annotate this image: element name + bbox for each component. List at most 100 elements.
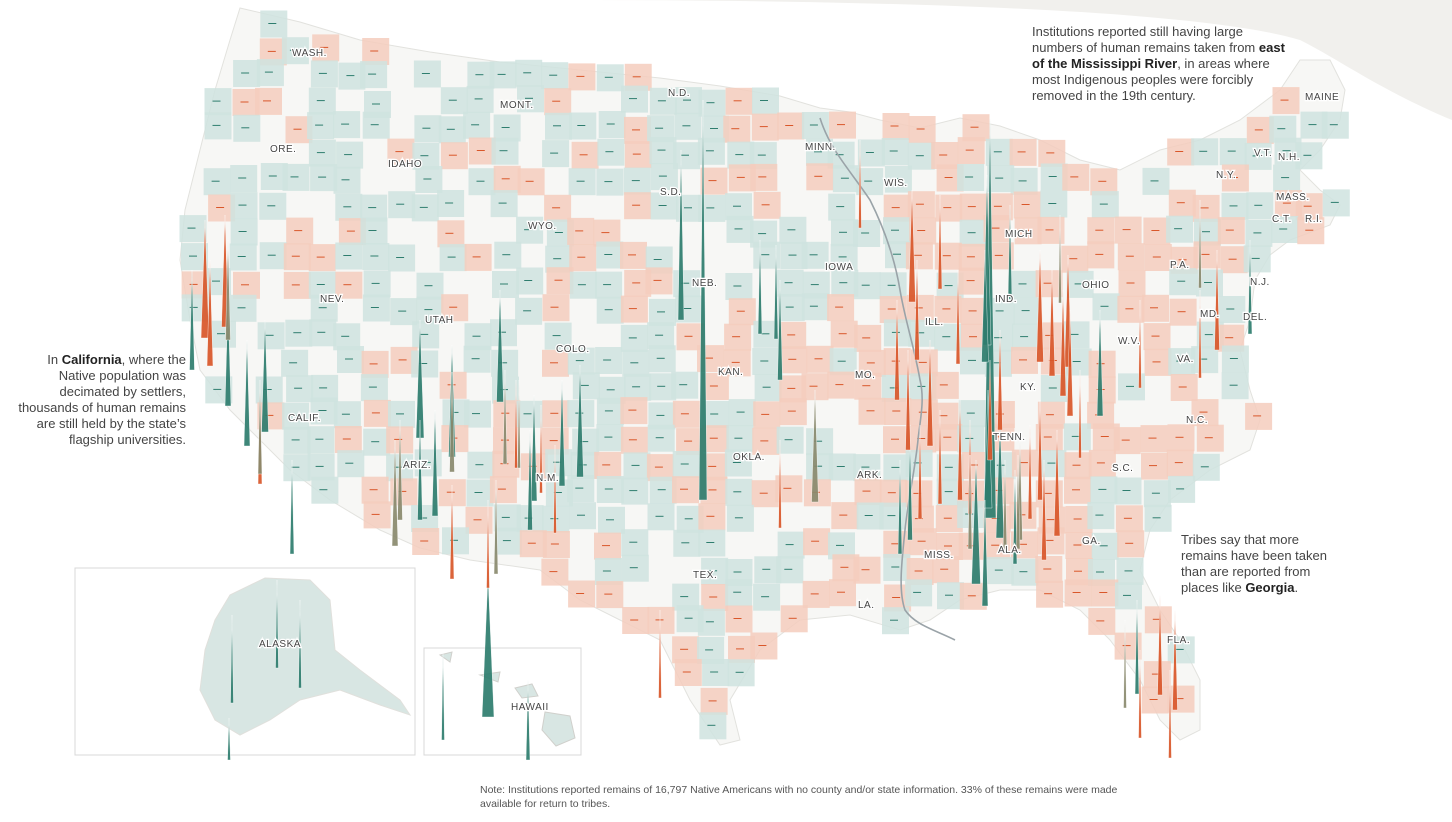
state-label: MONT. (500, 100, 534, 111)
remains-peak (275, 579, 279, 669)
remains-peak (1002, 459, 1008, 555)
remains-peak (486, 499, 490, 589)
remains-peak (496, 289, 504, 403)
remains-peak (227, 717, 231, 761)
remains-peak (967, 454, 973, 550)
remains-peak (230, 614, 234, 704)
state-label: V.T. (1254, 148, 1272, 159)
remains-peak (955, 269, 961, 365)
remains-peak (1007, 204, 1013, 300)
state-label: N.J. (1250, 277, 1270, 288)
remains-peak (1138, 649, 1142, 739)
annotation-ca-post: , where the Native population was decima… (18, 352, 186, 447)
remains-peak (514, 379, 518, 469)
state-label: GA. (1082, 536, 1101, 547)
remains-peak (937, 194, 943, 290)
state-label: HAWAII (511, 702, 549, 713)
remains-peak (493, 479, 499, 575)
state-label: N.C. (1186, 415, 1208, 426)
state-label: N.M. (536, 473, 559, 484)
state-label: KY. (1020, 382, 1036, 393)
county-cell (494, 241, 522, 269)
state-label: W.V. (1118, 336, 1140, 347)
state-label: NEB. (692, 278, 717, 289)
county-cell (829, 111, 856, 139)
remains-peak (981, 499, 989, 607)
county-cell (307, 112, 335, 140)
remains-peak (957, 399, 963, 501)
remains-peak (576, 364, 584, 478)
remains-peak (527, 429, 533, 531)
state-labels: WASH. MONT. N.D. MINN. MAINE ORE. IDAHO S.D. WIS… (258, 47, 1340, 715)
remains-peak (997, 329, 1003, 431)
remains-peak (449, 371, 455, 473)
remains-peak (1138, 299, 1142, 389)
state-label: P.A. (1170, 260, 1190, 271)
state-label: ARIZ. (403, 460, 431, 471)
remains-peak (391, 439, 399, 547)
annotation-ca-bold: California (61, 352, 122, 367)
county-cell (751, 113, 779, 141)
annotation-east-mississippi: Institutions reported still having large… (1032, 24, 1292, 104)
state-label: IOWA (825, 262, 853, 273)
remains-peak (502, 369, 508, 465)
annotation-california: In California, where the Native populati… (18, 352, 186, 448)
annotation-east-post: , in areas where most Indigenous peoples… (1032, 56, 1270, 103)
annotation-ga-post: . (1294, 580, 1299, 595)
remains-peak (811, 389, 819, 503)
state-label: OKLA. (733, 452, 765, 463)
remains-peak (525, 679, 531, 761)
remains-peak (995, 419, 1005, 539)
state-label: TENN. (993, 432, 1026, 443)
remains-peak (1157, 594, 1163, 696)
state-label: N.Y. (1216, 170, 1236, 181)
remains-peak (1247, 239, 1253, 335)
county-cell (259, 242, 287, 270)
remains-peak (189, 269, 195, 371)
annotation-georgia: Tribes say that more remains have been t… (1181, 532, 1341, 596)
state-label: MAINE (1305, 92, 1339, 103)
state-label: MO. (855, 370, 875, 381)
remains-peak (658, 609, 662, 699)
state-label: ALASKA (259, 639, 301, 650)
remains-peak (243, 339, 251, 447)
state-label: WIS. (884, 178, 908, 189)
state-label: ALA. (998, 545, 1022, 556)
remains-peak (894, 299, 900, 401)
remains-peak (908, 189, 916, 303)
remains-peak (677, 149, 685, 321)
remains-peak (1015, 454, 1021, 550)
state-label: IND. (995, 294, 1017, 305)
remains-peak (1134, 599, 1140, 695)
remains-peak (905, 349, 911, 451)
annotation-ga-bold: Georgia (1245, 580, 1295, 595)
remains-peak (1168, 669, 1172, 759)
remains-peak (397, 419, 403, 521)
state-label: KAN. (718, 367, 743, 378)
remains-peak (530, 394, 538, 502)
background-wash (560, 0, 1452, 120)
remains-peak (224, 299, 232, 407)
remains-peak (1059, 289, 1067, 397)
state-label: N.D. (668, 88, 690, 99)
state-label: CALIF. (288, 413, 321, 424)
remains-peak (417, 419, 423, 521)
remains-peak (539, 404, 543, 494)
mississippi-river (819, 117, 956, 641)
state-label: IDAHO (388, 159, 422, 170)
remains-peak (1198, 289, 1202, 379)
remains-peak (981, 249, 989, 363)
remains-peak (200, 219, 210, 339)
remains-peak (441, 651, 445, 741)
remains-peak (1096, 309, 1104, 417)
remains-peak (1058, 214, 1062, 304)
state-label: MASS. (1276, 192, 1310, 203)
remains-peak (897, 459, 903, 555)
remains-peak (261, 319, 269, 433)
remains-peak (449, 484, 455, 580)
state-label: MICH (1005, 229, 1033, 240)
alaska-shape (199, 577, 412, 736)
remains-peak (481, 574, 495, 718)
